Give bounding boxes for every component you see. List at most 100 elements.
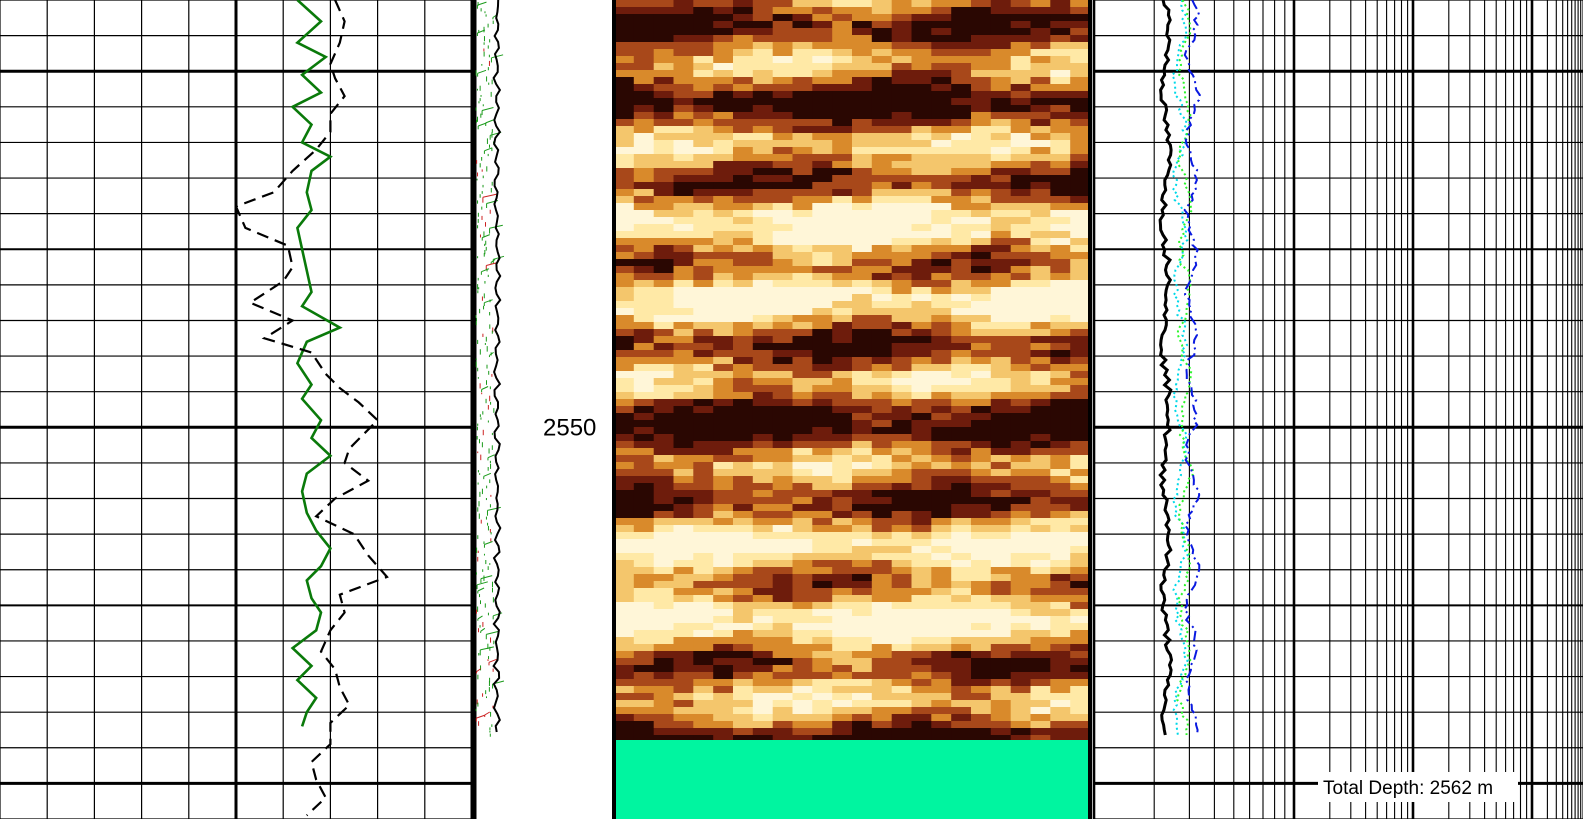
image-log-cell [971, 462, 992, 470]
image-log-cell [693, 133, 714, 141]
depth-label-2550: 2550 [543, 414, 596, 441]
image-log-cell [911, 434, 932, 442]
image-log-cell [1010, 518, 1032, 526]
image-log-cell [772, 154, 794, 162]
image-log-cell [812, 476, 833, 484]
image-log-cell [1030, 168, 1051, 176]
image-log-cell [1050, 287, 1071, 295]
image-log-cell [693, 574, 714, 582]
image-log-cell [871, 378, 893, 386]
image-log-cell [1050, 658, 1071, 666]
image-log-cell [772, 175, 794, 183]
image-log-cell [1050, 217, 1071, 225]
image-log-cell [673, 574, 694, 582]
image-log-cell [852, 168, 873, 176]
image-log-cell [931, 735, 952, 743]
image-log-cell [614, 497, 635, 505]
image-log-cell [990, 371, 1012, 379]
image-log-cell [614, 602, 635, 610]
image-log-cell [1010, 77, 1032, 85]
image-log-cell [931, 693, 952, 701]
image-log-cell [733, 735, 754, 743]
image-log-cell [951, 658, 972, 666]
image-log-cell [792, 343, 813, 351]
image-log-cell [1030, 112, 1051, 120]
image-log-cell [1030, 616, 1051, 624]
image-log-cell [1050, 378, 1071, 386]
image-log-cell [792, 539, 813, 547]
image-log-cell [693, 441, 714, 449]
image-log-cell [792, 168, 813, 176]
image-log-cell [1050, 427, 1071, 435]
image-log-cell [633, 329, 655, 337]
image-log-cell [752, 350, 774, 358]
image-log-cell [852, 147, 873, 155]
image-log-cell [871, 364, 893, 372]
image-log-cell [1050, 84, 1071, 92]
image-log-cell [752, 588, 774, 596]
image-log-cell [614, 84, 635, 92]
total-depth-box [1318, 772, 1518, 802]
image-log-cell [772, 350, 794, 358]
image-log-cell [792, 735, 813, 743]
image-log-cell [1010, 357, 1032, 365]
image-log-cell [951, 637, 972, 645]
image-log-cell [673, 70, 694, 78]
image-log-cell [911, 168, 932, 176]
image-log-cell [990, 133, 1012, 141]
image-log-cell [871, 469, 893, 477]
image-log-cell [653, 112, 675, 120]
image-log-cell [832, 189, 853, 197]
image-log-cell [713, 189, 734, 197]
image-log-cell [911, 315, 932, 323]
image-log-cell [752, 728, 774, 736]
image-log-cell [971, 91, 992, 99]
image-log-cell [971, 532, 992, 540]
image-log-cell [633, 504, 655, 512]
below-total-depth-fill [614, 740, 1090, 819]
image-log-cell [1010, 735, 1032, 743]
image-log-cell [990, 0, 1012, 8]
image-log-cell [990, 189, 1012, 197]
image-log-cell [633, 707, 655, 715]
image-log-cell [752, 686, 774, 694]
image-log-cell [792, 14, 813, 22]
image-log-cell [673, 322, 694, 330]
image-log-cell [832, 210, 853, 218]
image-log-cell [911, 406, 932, 414]
image-log-cell [713, 273, 734, 281]
image-log-cell [713, 518, 734, 526]
image-log-cell [812, 441, 833, 449]
image-log-cell [1010, 224, 1032, 232]
image-log-cell [871, 700, 893, 708]
image-log-cell [1070, 224, 1091, 232]
image-log-cell [752, 546, 774, 554]
image-log-cell [971, 196, 992, 204]
image-log-cell [633, 42, 655, 50]
image-log-cell [1050, 637, 1071, 645]
image-log-cell [772, 357, 794, 365]
image-log-cell [733, 567, 754, 575]
image-log-cell [633, 196, 655, 204]
image-log-cell [633, 7, 655, 15]
image-log-cell [931, 581, 952, 589]
image-log-cell [614, 168, 635, 176]
image-log-cell [633, 63, 655, 71]
image-log-cell [772, 21, 794, 29]
image-log-cell [614, 525, 635, 533]
image-log-cell [1070, 448, 1091, 456]
image-log-cell [871, 203, 893, 211]
image-log-cell [931, 182, 952, 190]
image-log-cell [772, 532, 794, 540]
image-log-cell [653, 224, 675, 232]
image-log-cell [792, 161, 813, 169]
image-log-cell [832, 532, 853, 540]
image-log-cell [673, 28, 694, 36]
image-log-cell [951, 49, 972, 57]
image-log-cell [990, 217, 1012, 225]
image-log-cell [1010, 672, 1032, 680]
image-log-cell [832, 399, 853, 407]
image-log-cell [673, 686, 694, 694]
image-log-cell [653, 511, 675, 519]
image-log-cell [1030, 665, 1051, 673]
